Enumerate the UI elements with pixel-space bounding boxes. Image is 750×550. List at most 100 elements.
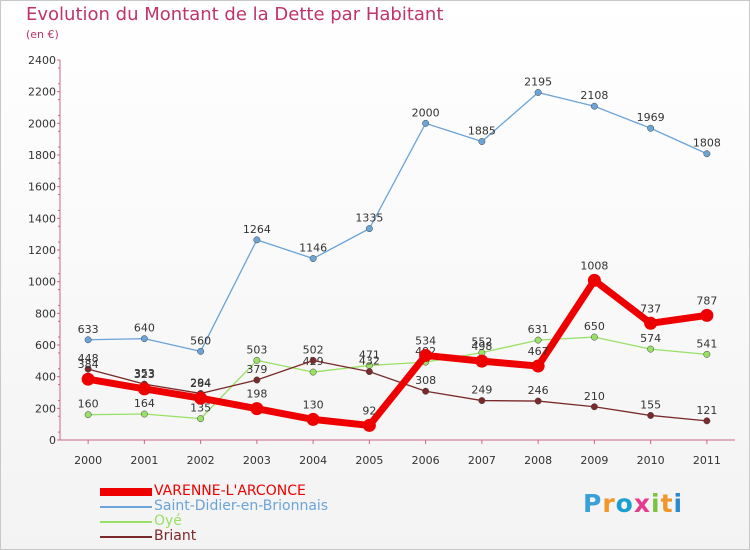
data-label: 164 <box>134 397 155 410</box>
data-label: 1808 <box>693 137 721 150</box>
y-tick-label: 800 <box>35 307 56 320</box>
data-point <box>81 372 95 386</box>
data-point <box>534 397 542 405</box>
data-point <box>197 347 205 355</box>
data-point <box>534 89 542 96</box>
data-label: 787 <box>696 294 717 307</box>
data-label: 1008 <box>580 259 608 272</box>
legend-swatch <box>100 520 152 523</box>
y-tick-label: 0 <box>49 434 56 447</box>
legend-item: Briant <box>100 528 360 544</box>
y-tick-label: 1600 <box>28 181 56 194</box>
x-tick-label: 2008 <box>524 454 552 467</box>
data-label: 631 <box>528 323 549 336</box>
data-label: 633 <box>78 323 99 336</box>
data-label: 541 <box>696 337 717 350</box>
x-tick-label: 2011 <box>693 454 721 467</box>
data-point <box>253 376 261 384</box>
data-point <box>478 138 486 145</box>
logo-letter: x <box>633 489 651 518</box>
data-label: 135 <box>190 402 211 415</box>
y-tick-label: 2000 <box>28 117 56 130</box>
y-tick-label: 600 <box>35 339 56 352</box>
data-label: 432 <box>359 355 380 368</box>
y-tick-label: 1200 <box>28 244 56 257</box>
data-label: 379 <box>246 363 267 376</box>
data-label: 574 <box>640 332 661 345</box>
data-label: 210 <box>584 390 605 403</box>
data-label: 503 <box>246 343 267 356</box>
data-point <box>531 359 545 373</box>
logo-letter: o <box>615 489 634 518</box>
series-line <box>87 359 708 422</box>
data-label: 2000 <box>412 106 440 119</box>
x-tick-label: 2010 <box>637 454 665 467</box>
data-point <box>140 335 148 343</box>
data-label: 467 <box>528 345 549 358</box>
data-point <box>309 255 317 262</box>
data-label: 323 <box>134 368 155 381</box>
y-tick-label: 1400 <box>28 212 56 225</box>
data-point <box>475 354 489 368</box>
data-label: 130 <box>303 398 324 411</box>
data-label: 1885 <box>468 125 496 138</box>
data-point <box>365 225 373 233</box>
data-point <box>587 273 601 287</box>
logo-letter: i <box>673 489 684 518</box>
series-line <box>87 91 708 352</box>
legend-label: Saint-Didier-en-Brionnais <box>154 498 329 514</box>
data-point <box>140 410 148 418</box>
x-tick-label: 2004 <box>299 454 327 467</box>
y-tick-label: 2200 <box>28 86 56 99</box>
legend-label: Briant <box>154 528 197 544</box>
data-point <box>84 336 92 344</box>
data-point <box>84 411 92 419</box>
x-tick-label: 2000 <box>74 454 102 467</box>
logo-letter: P <box>583 489 603 518</box>
data-label: 121 <box>696 404 717 417</box>
y-tick-label: 2400 <box>28 54 56 67</box>
data-label: 502 <box>303 344 324 357</box>
data-point <box>644 316 658 330</box>
logo-letter: r <box>602 489 616 518</box>
x-tick-label: 2009 <box>580 454 608 467</box>
data-point <box>253 356 261 364</box>
data-point <box>700 308 714 322</box>
data-point <box>309 368 317 376</box>
legend-swatch <box>100 535 152 538</box>
data-point <box>306 412 320 426</box>
x-tick-label: 2007 <box>468 454 496 467</box>
data-label: 737 <box>640 302 661 315</box>
data-point <box>422 119 430 127</box>
proxiti-logo: Proxiti <box>583 489 683 518</box>
logo-letter: i <box>651 489 661 518</box>
data-label: 2195 <box>524 75 552 88</box>
series-line <box>84 276 711 429</box>
chart-title: Evolution du Montant de la Dette par Hab… <box>26 4 444 25</box>
data-label: 249 <box>471 384 492 397</box>
data-point <box>703 350 711 358</box>
data-label: 384 <box>78 358 99 371</box>
data-label: 264 <box>190 377 211 390</box>
data-label: 353 <box>134 367 155 380</box>
data-label: 1335 <box>355 212 383 225</box>
legend-swatch <box>100 487 152 496</box>
data-point <box>362 418 376 432</box>
data-point <box>647 345 655 353</box>
data-label: 560 <box>190 334 211 347</box>
data-point <box>534 336 542 344</box>
y-tick-label: 400 <box>35 371 56 384</box>
x-tick-label: 2005 <box>355 454 383 467</box>
data-point <box>647 124 655 132</box>
data-point <box>590 333 598 341</box>
data-label: 1146 <box>299 242 327 255</box>
data-point <box>703 150 711 158</box>
data-point <box>422 387 430 395</box>
x-tick-label: 2006 <box>412 454 440 467</box>
legend-item: VARENNE-L'ARCONCE <box>100 483 360 499</box>
legend-item: Saint-Didier-en-Brionnais <box>100 498 360 514</box>
data-label: 471 <box>359 348 380 361</box>
data-point <box>703 417 711 425</box>
data-label: 552 <box>471 336 492 349</box>
data-point <box>197 415 205 423</box>
